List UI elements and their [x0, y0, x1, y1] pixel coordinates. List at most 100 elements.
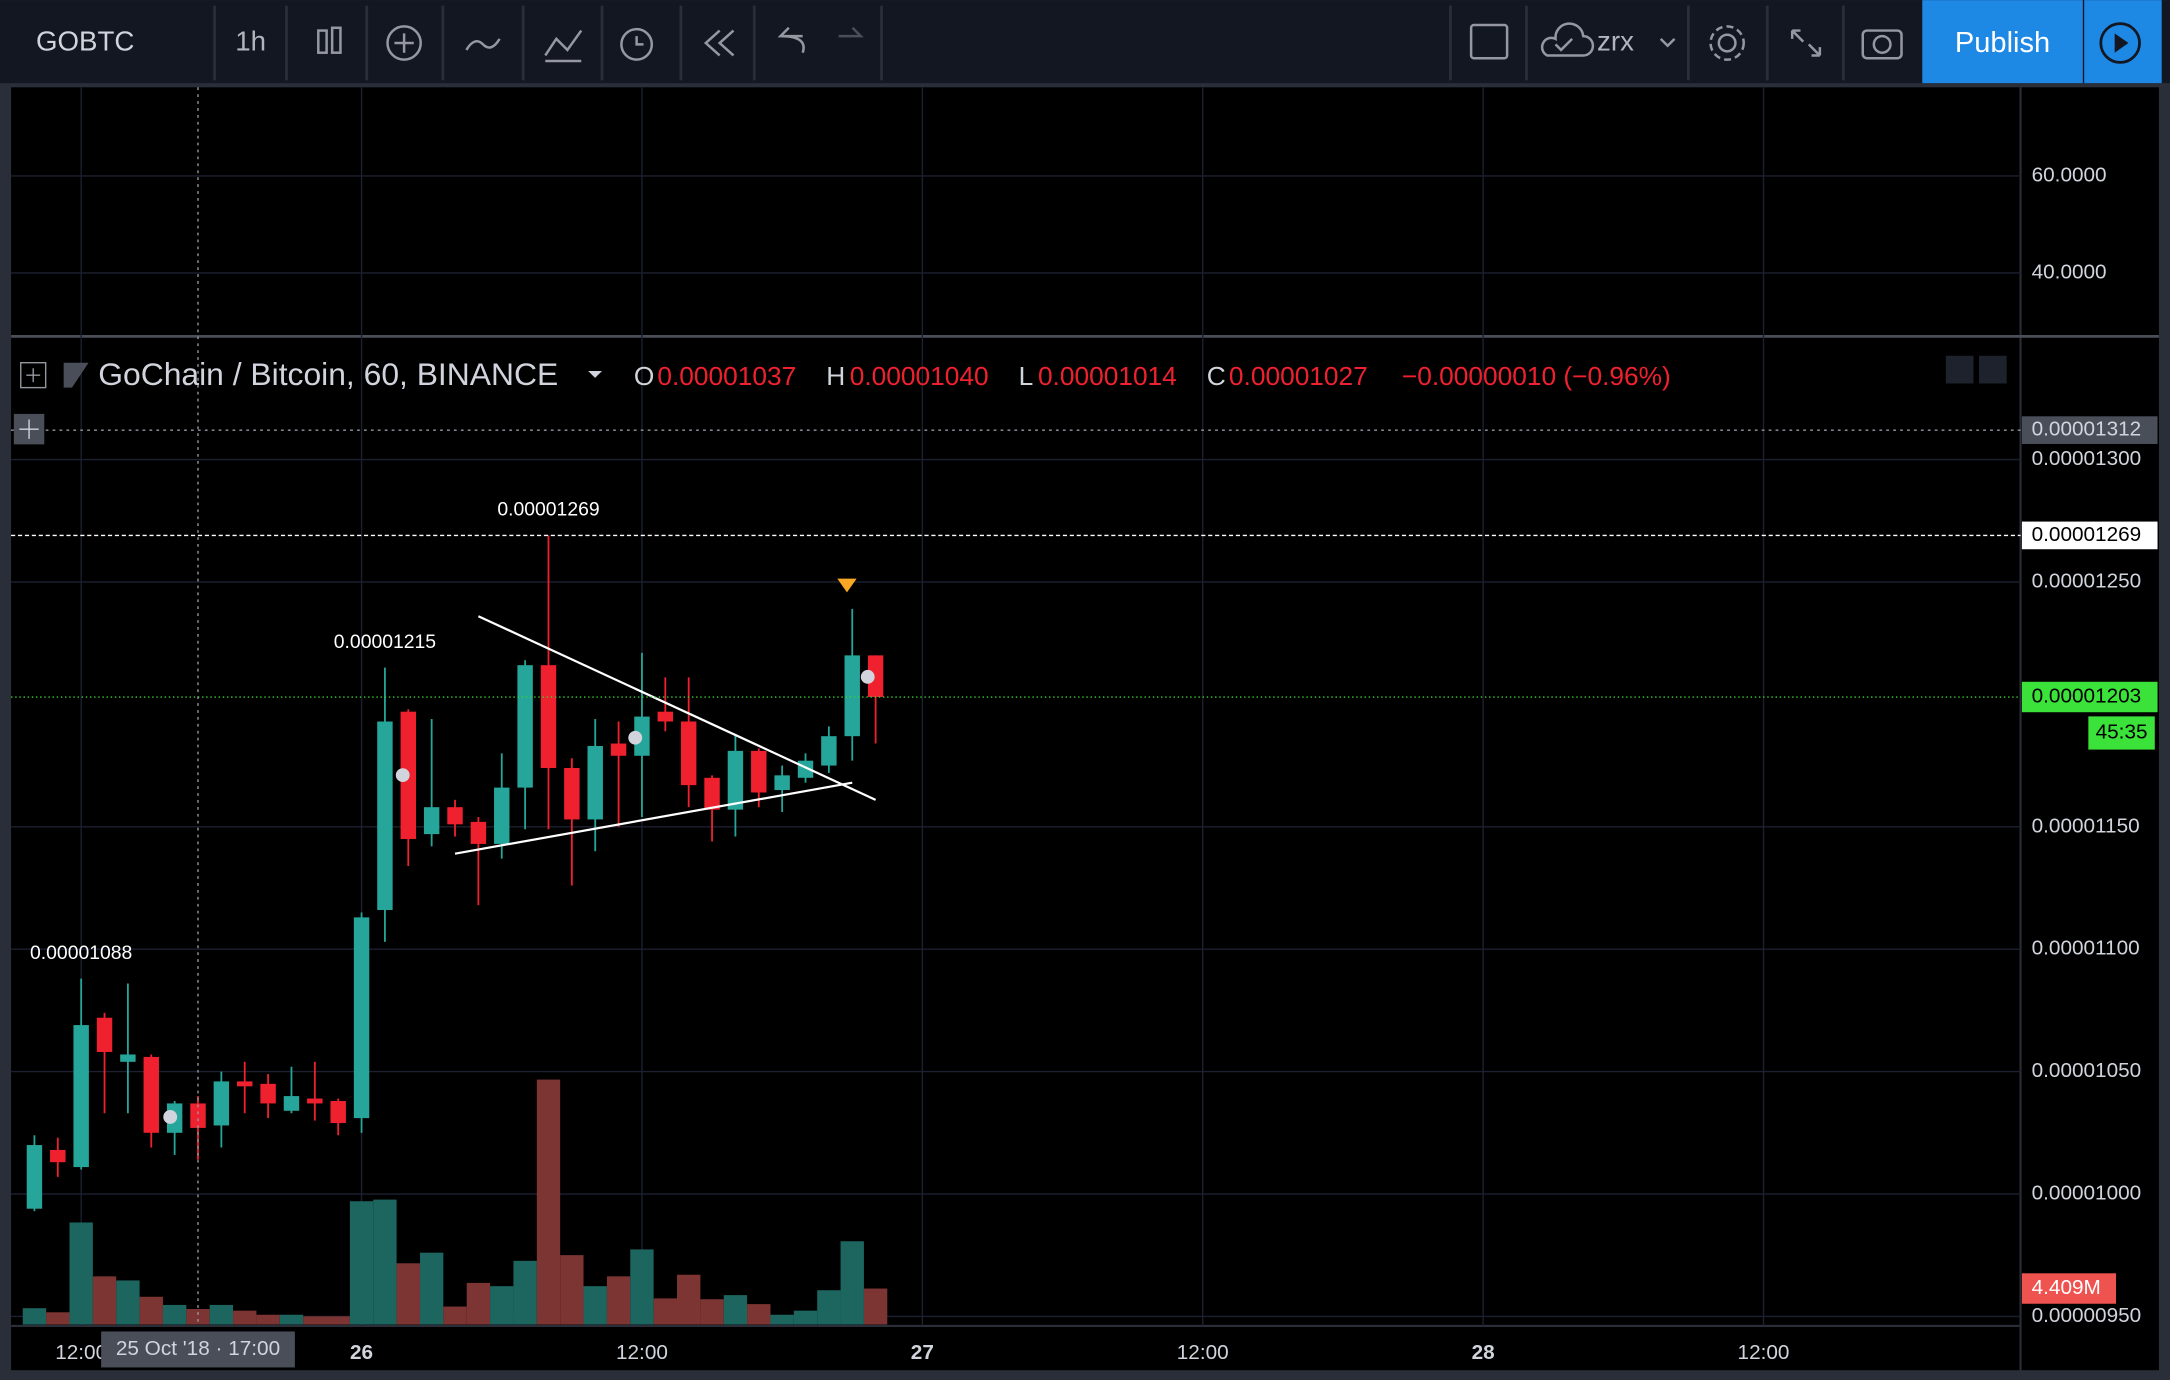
candle-body	[353, 917, 370, 1119]
candle-body	[704, 777, 720, 810]
volume-bar	[583, 1286, 607, 1325]
legend-value: 0.00001027	[1229, 361, 1368, 391]
candle-body	[237, 1081, 253, 1087]
x-tick-label: 12:00	[1738, 1341, 1790, 1364]
legend-value: 0.00001040	[850, 361, 989, 391]
volume-bar	[209, 1304, 234, 1325]
y-tick-label: 0.00001000	[2032, 1182, 2142, 1205]
candle-body	[26, 1145, 43, 1209]
candle-body	[751, 750, 767, 793]
crosshair-price-tag	[2021, 416, 2158, 444]
event-marker[interactable]	[395, 768, 410, 783]
interval[interactable]: 1h	[235, 25, 266, 56]
symbol[interactable]: GOBTC	[36, 25, 134, 56]
volume-bar	[139, 1296, 163, 1325]
candle-body	[260, 1083, 276, 1104]
y-tick-label: 0.00001150	[2032, 814, 2140, 837]
candle-body	[470, 821, 487, 844]
volume-bar	[279, 1314, 304, 1325]
y-tick-label: 0.00001050	[2032, 1059, 2142, 1082]
candle-body	[517, 665, 533, 788]
trend-line	[454, 781, 853, 855]
legend: GoChain / Bitcoin, 60, BINANCE O 0.00001…	[13, 355, 2007, 445]
event-marker[interactable]	[163, 1110, 178, 1124]
candle-body	[423, 807, 440, 835]
candle-body	[213, 1081, 230, 1126]
candle-body	[680, 721, 697, 786]
candle-body	[494, 787, 510, 844]
legend-value: 0.00001014	[1038, 361, 1177, 391]
chart-area	[11, 87, 2159, 1371]
legend-title[interactable]: GoChain / Bitcoin, 60, BINANCE	[98, 356, 558, 392]
legend-key: O	[634, 361, 654, 391]
volume-bar	[840, 1241, 864, 1325]
x-tick-label: 27	[911, 1341, 934, 1364]
volume-bar	[162, 1304, 187, 1325]
toolbar	[0, 0, 2170, 84]
candle-body	[587, 745, 603, 820]
y-tick-label: 0.00001250	[2032, 569, 2142, 592]
x-tick-label: 26	[350, 1341, 373, 1364]
volume-bar	[396, 1263, 420, 1325]
volume-bar	[536, 1079, 561, 1325]
legend-toggle[interactable]	[26, 368, 41, 383]
volume-bar	[443, 1306, 467, 1325]
event-marker[interactable]	[860, 669, 875, 684]
legend-key: L	[1019, 361, 1034, 391]
volume-bar	[373, 1199, 397, 1325]
toolbar-icons[interactable]	[317, 22, 1903, 63]
legend-dropdown[interactable]	[588, 371, 603, 378]
countdown-label: 45:35	[2096, 720, 2148, 743]
candle-body	[330, 1100, 346, 1124]
pane-down-button[interactable]	[1979, 355, 2007, 384]
x-tick-label: 12:00	[616, 1341, 668, 1364]
candle-body	[50, 1149, 66, 1163]
volume-bar	[863, 1288, 888, 1325]
candle-body	[190, 1103, 206, 1128]
event-marker[interactable]	[628, 730, 643, 745]
volume-bar	[22, 1308, 47, 1325]
volume-bar	[747, 1304, 771, 1325]
y-tick-label: 0.00000950	[2032, 1304, 2142, 1327]
volume-bar	[303, 1316, 327, 1325]
volume-bar	[817, 1290, 841, 1325]
alert-marker[interactable]	[837, 578, 857, 593]
crosshair-time-tag	[101, 1331, 295, 1368]
legend-key: C	[1207, 361, 1226, 391]
y-tick-label: 0.00001100	[2032, 937, 2140, 960]
high-label: 0.00001269	[497, 499, 599, 521]
crosshair-add[interactable]	[19, 419, 39, 439]
play-icon	[2114, 33, 2129, 53]
last-price-tag	[2021, 681, 2158, 713]
plot: 60.0000 40.0000 12:00 26 12:00 27 12:00 28 12:00…	[11, 87, 2158, 1368]
high-price-tag	[2021, 521, 2158, 550]
trend-line	[477, 615, 877, 801]
candle-body	[564, 768, 580, 820]
publish-button[interactable]	[1922, 0, 2083, 84]
countdown-tag	[2088, 716, 2155, 750]
candle-body	[727, 750, 744, 810]
legend-change: −0.00000010 (−0.96%)	[1402, 361, 1671, 391]
volume-bar	[513, 1260, 537, 1325]
candle-body	[867, 655, 884, 698]
volume-bar	[256, 1314, 280, 1325]
legend-toggle[interactable]	[20, 362, 47, 389]
event-markers	[163, 578, 875, 1124]
toolbar-separators	[213, 5, 1845, 81]
volume-bar	[490, 1286, 514, 1325]
volume-bar	[349, 1201, 374, 1325]
candle-body	[610, 743, 627, 756]
play-icon	[2099, 22, 2141, 64]
volume-bar	[69, 1222, 93, 1325]
candle-body	[377, 721, 393, 911]
pane-up-button[interactable]	[1945, 355, 1974, 384]
y-tick-label: 40.0000	[2032, 260, 2107, 283]
volume-bar	[630, 1249, 654, 1325]
volume-bar	[723, 1295, 748, 1325]
cloud-name[interactable]: zrx	[1597, 25, 1634, 56]
crosshair-price-label: 0.00001312	[2032, 418, 2142, 441]
publish-label[interactable]: Publish	[1955, 27, 2050, 59]
volume-bar	[560, 1255, 584, 1325]
candle-body	[774, 775, 790, 791]
